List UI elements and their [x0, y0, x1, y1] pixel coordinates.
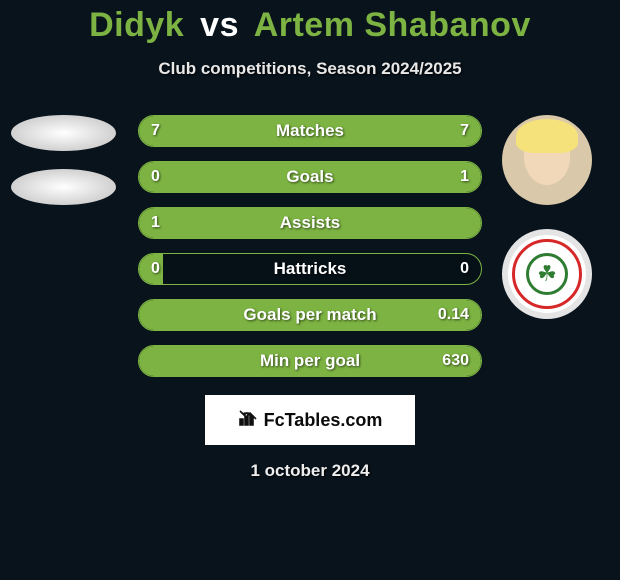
bar-label: Matches [276, 121, 344, 141]
stat-bars: Matches77Goals01Assists1Hattricks00Goals… [138, 115, 482, 377]
title-player2: Artem Shabanov [254, 6, 531, 44]
player2-club-badge: ☘ [502, 229, 592, 319]
subtitle: Club competitions, Season 2024/2025 [0, 59, 620, 79]
bar-value-right: 7 [460, 122, 469, 140]
stat-bar: Assists 1 [138, 207, 482, 239]
bar-value-right: 1 [460, 168, 469, 186]
player1-photo-placeholder [11, 115, 116, 151]
bar-value-right: 0.14 [438, 306, 469, 324]
title-vs: vs [200, 6, 239, 44]
stat-bar: Hattricks 0 0 [138, 253, 482, 285]
bar-label: Assists [280, 213, 340, 233]
bar-label: Min per goal [260, 351, 360, 371]
title-player1: Didyk [89, 6, 184, 44]
footer-date: 1 october 2024 [0, 461, 620, 481]
bar-value-left: 0 [151, 168, 160, 186]
bar-value-left: 1 [151, 214, 160, 232]
bar-value-left: 0 [151, 260, 160, 278]
footer-logo: FcTables.com [205, 395, 415, 445]
stat-bar: Goals per match 0.14 [138, 299, 482, 331]
bar-label: Goals per match [243, 305, 376, 325]
badge-outer-ring [512, 239, 582, 309]
player2-photo [502, 115, 592, 205]
left-player-column [8, 115, 118, 205]
right-player-column: ☘ [492, 115, 602, 319]
bar-label: Goals [286, 167, 333, 187]
stat-bar: Matches 7 7 [138, 115, 482, 147]
player1-club-placeholder [11, 169, 116, 205]
bar-value-right: 630 [442, 352, 469, 370]
stat-bar: Goals 0 1 [138, 161, 482, 193]
stat-bar: Min per goal 630 [138, 345, 482, 377]
footer-logo-text: FcTables.com [264, 410, 383, 431]
bar-value-right: 0 [460, 260, 469, 278]
bar-value-left: 7 [151, 122, 160, 140]
comparison-content: ☘ Matches77Goals01Assists1Hattricks00Goa… [0, 115, 620, 377]
chart-icon [238, 407, 258, 433]
bar-label: Hattricks [274, 259, 347, 279]
page-title: Didyk vs Artem Shabanov [0, 0, 620, 45]
